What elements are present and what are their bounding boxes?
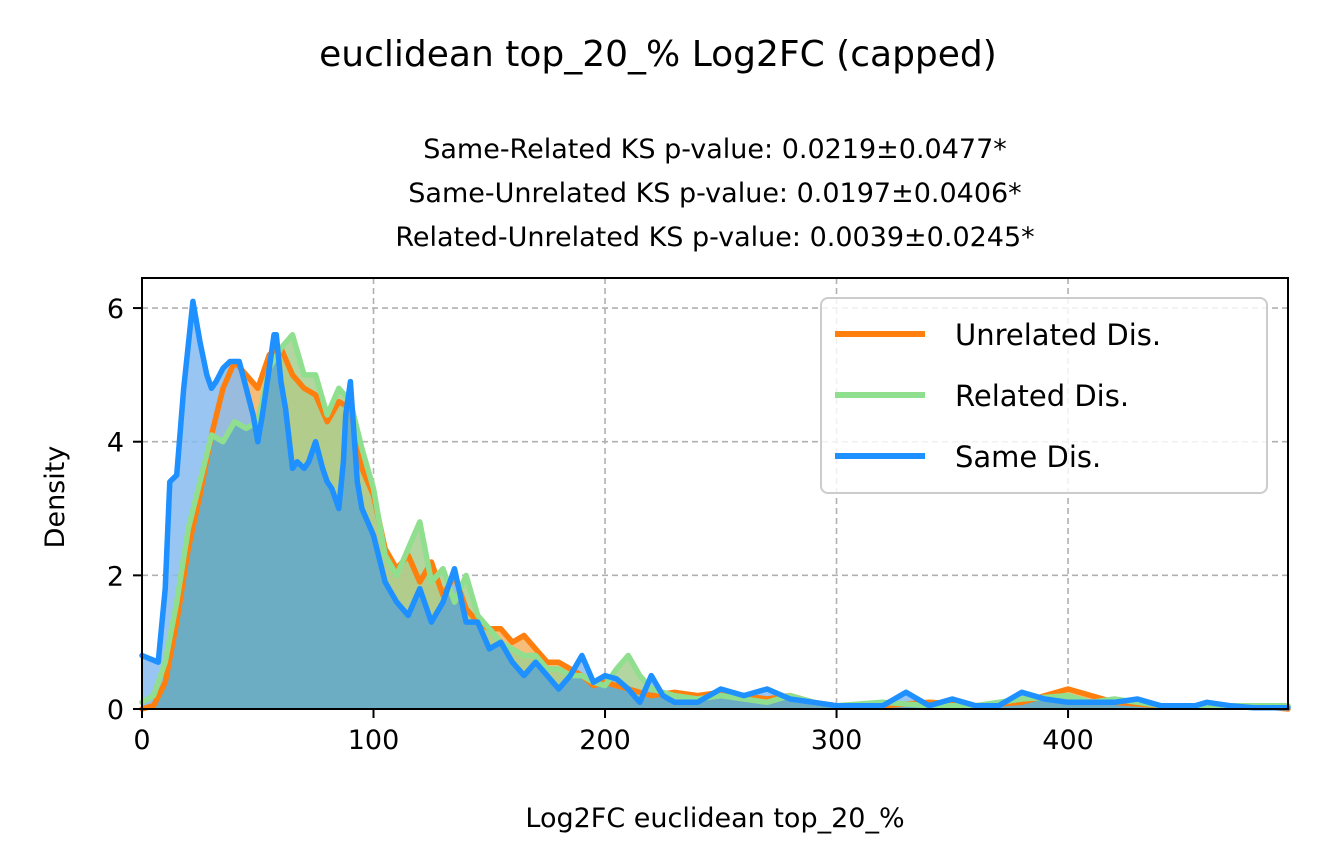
x-axis-label: Log2FC euclidean top_20_% [525,803,904,834]
axis-ticks: 0 100 200 300 400 0 2 4 6 [107,294,1094,756]
x-tick-label: 100 [348,725,400,756]
chart-subtitle-line-1: Same-Related KS p-value: 0.0219±0.0477* [423,134,1007,165]
legend-label-related: Related Dis. [955,379,1129,413]
y-tick-label: 0 [107,695,124,726]
y-tick-label: 2 [107,561,124,592]
chart-subtitle-line-2: Same-Unrelated KS p-value: 0.0197±0.0406… [408,178,1021,209]
y-tick-label: 4 [107,428,124,459]
legend-label-unrelated: Unrelated Dis. [955,318,1161,352]
chart-suptitle: euclidean top_20_% Log2FC (capped) [319,34,997,75]
legend-box [820,297,1268,494]
density-line-same [139,298,1291,711]
x-tick-label: 400 [1042,725,1094,756]
legend: Unrelated Dis. Related Dis. Same Dis. [820,297,1268,494]
x-tick-label: 200 [579,725,631,756]
x-tick-label: 0 [133,725,150,756]
y-tick-label: 6 [107,294,124,325]
plot-frame [141,277,1289,710]
density-lines [139,298,1291,712]
y-axis-label: Density [40,446,71,549]
chart-subtitle-line-3: Related-Unrelated KS p-value: 0.0039±0.0… [395,222,1034,253]
legend-label-same: Same Dis. [955,440,1101,474]
x-tick-label: 300 [811,725,863,756]
